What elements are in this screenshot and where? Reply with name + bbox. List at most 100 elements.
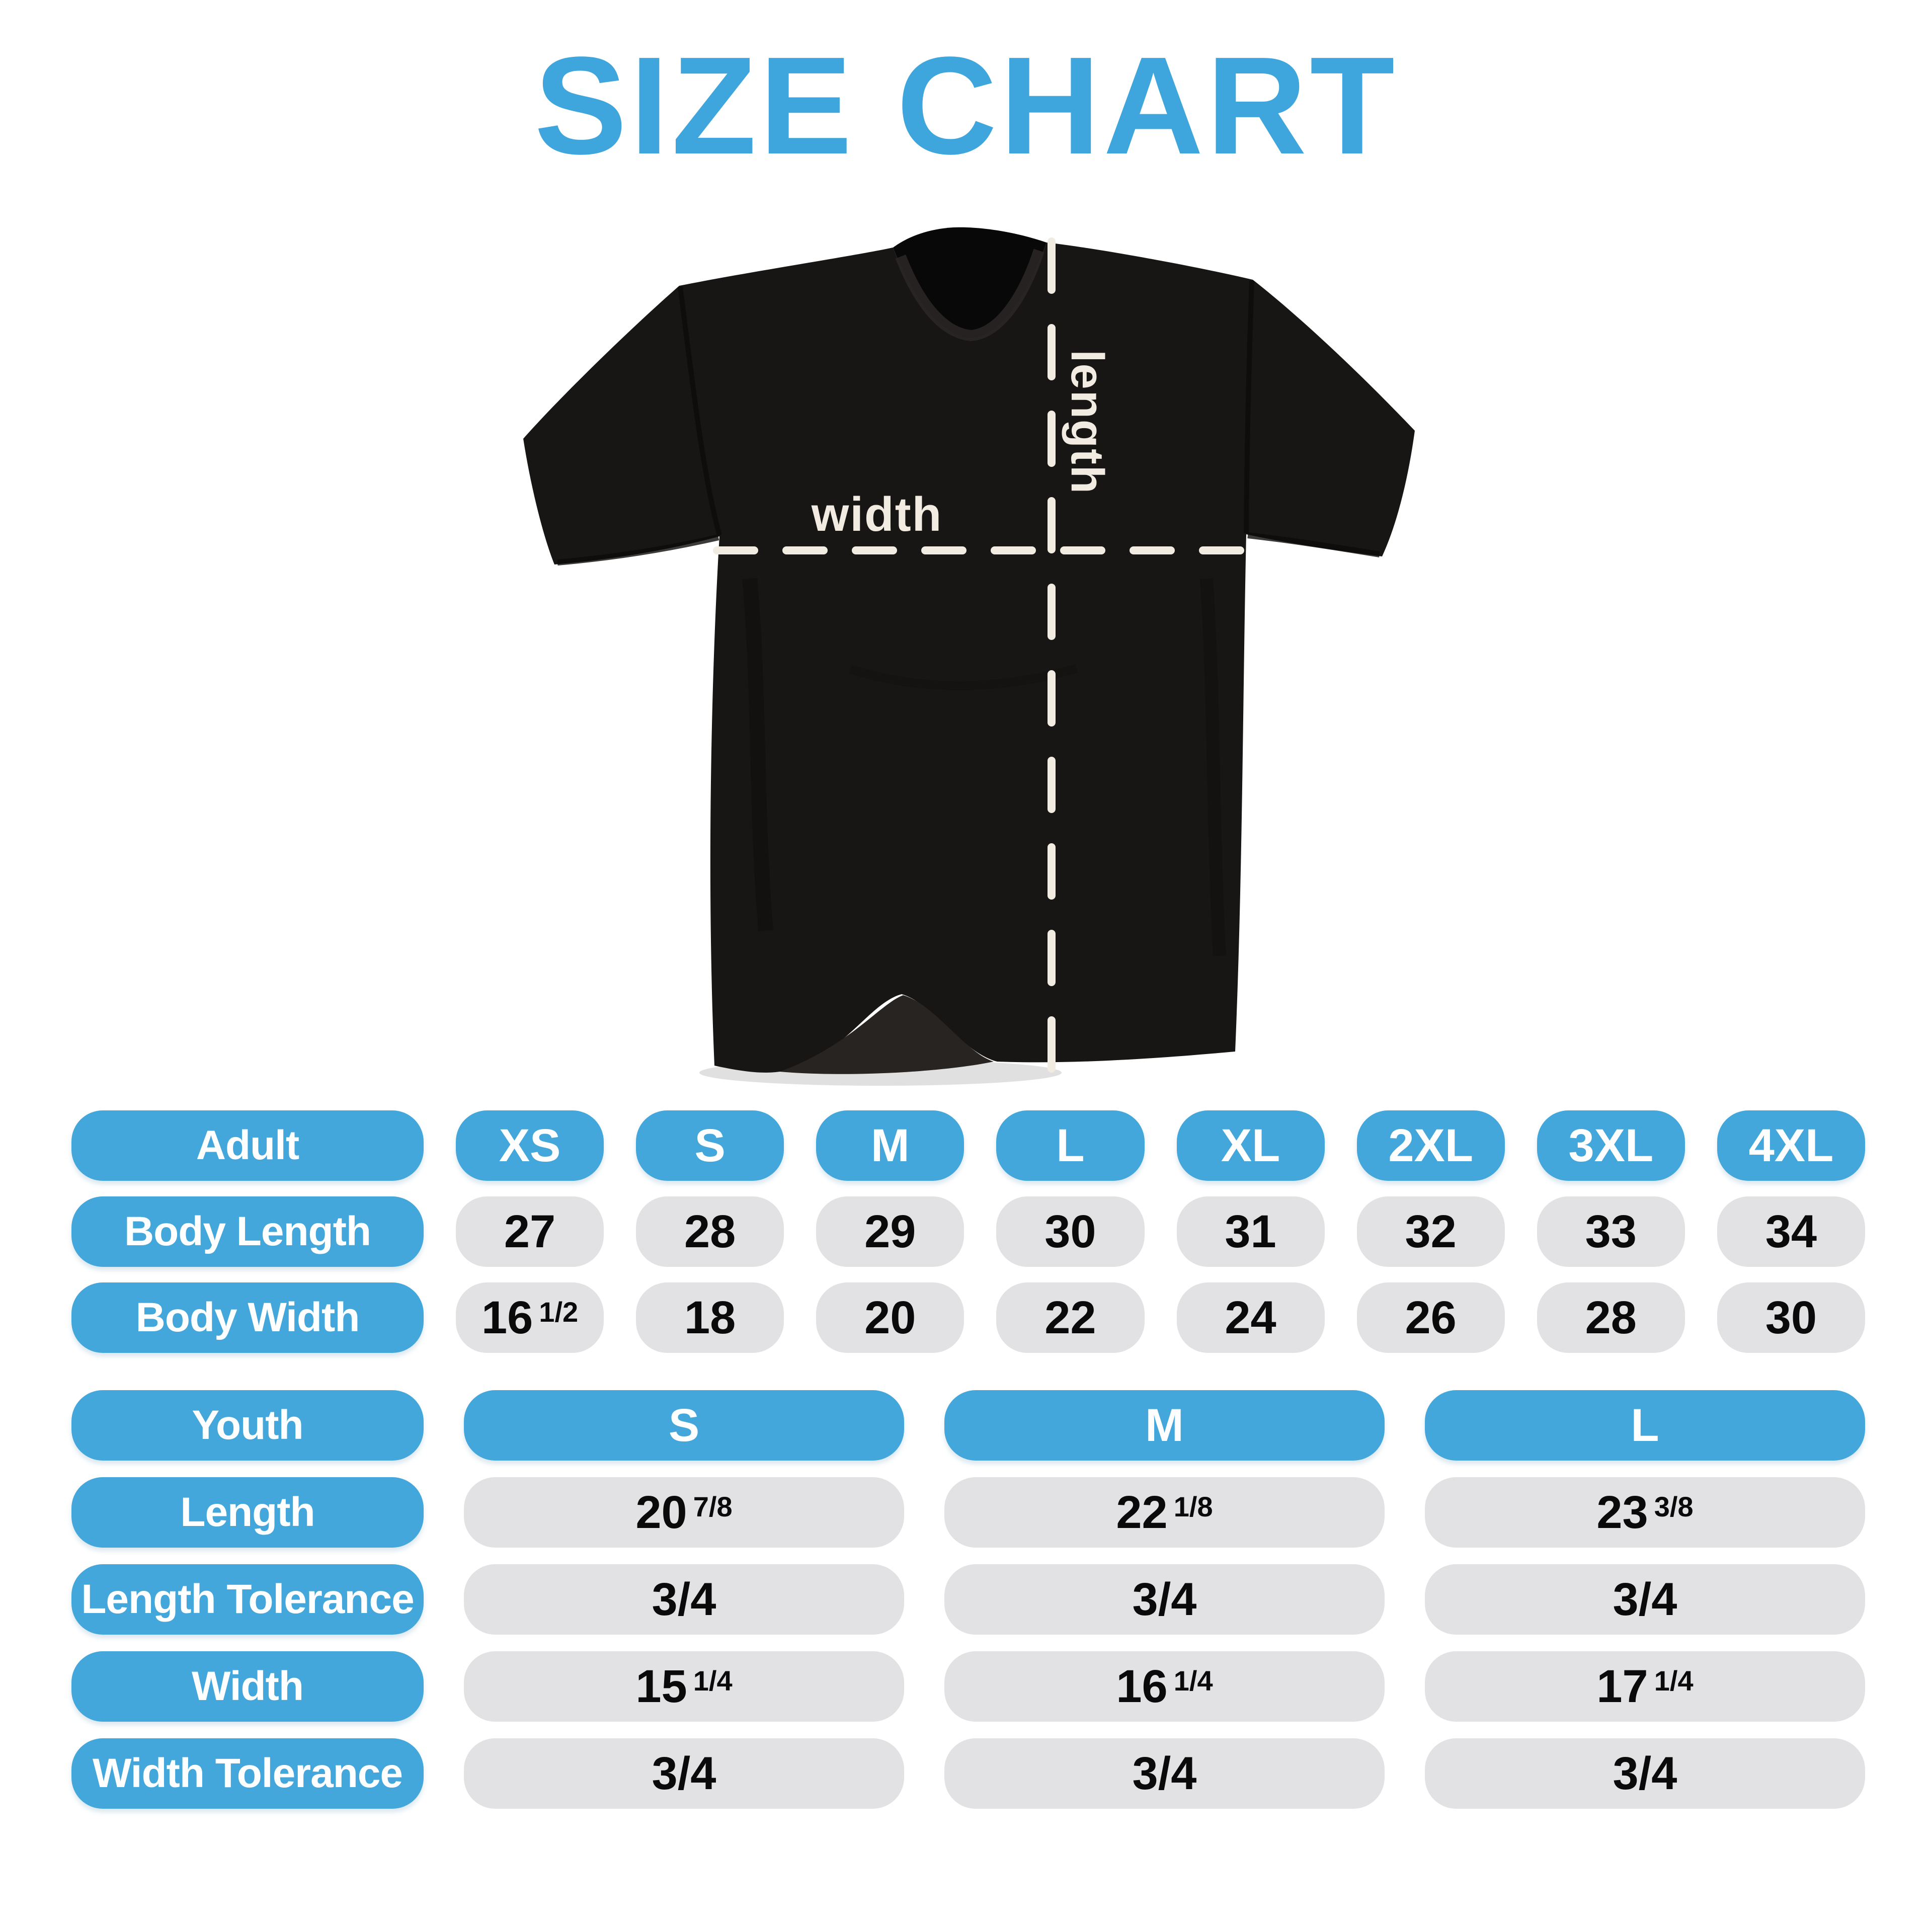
youth-width-tolerance-label: Width Tolerance [71, 1738, 424, 1809]
adult-body-length-l: 30 [996, 1196, 1145, 1267]
youth-header-label: Youth [71, 1390, 424, 1461]
cell-value: 30 [1765, 1292, 1817, 1343]
cell-value: 33 [1585, 1205, 1637, 1257]
cell-value: 3/4 [652, 1573, 716, 1625]
cell-value: 3/4 [1613, 1747, 1677, 1799]
cell-frac: 1/2 [539, 1296, 579, 1328]
youth-length-row: Length 20 7/8 22 1/8 23 3/8 [71, 1477, 1865, 1548]
youth-length-tolerance-l: 3/4 [1425, 1564, 1865, 1635]
tshirt-diagram: width length [498, 216, 1434, 1102]
adult-body-width-xs: 16 1/2 [456, 1282, 604, 1353]
cell-frac: 7/8 [693, 1490, 733, 1522]
hem-fold [780, 995, 994, 1074]
cell-value: 24 [1225, 1292, 1276, 1343]
youth-width-row: Width 15 1/4 16 1/4 17 1/4 [71, 1651, 1865, 1722]
adult-size-l: L [996, 1110, 1145, 1181]
youth-width-s: 15 1/4 [464, 1651, 904, 1722]
cell-value: 20 [635, 1486, 687, 1538]
adult-body-width-l: 22 [996, 1282, 1145, 1353]
cell-value: 15 [635, 1660, 687, 1712]
wrinkle-chest [849, 664, 1078, 690]
cell-value: 26 [1405, 1292, 1457, 1343]
cell-frac: 1/4 [693, 1664, 733, 1697]
cell-value: 20 [864, 1292, 916, 1343]
adult-size-table: Adult XS S M L XL 2XL 3XL 4XL Body Lengt… [71, 1110, 1865, 1369]
cell-value: 16 [481, 1292, 533, 1343]
adult-size-3xl: 3XL [1537, 1110, 1685, 1181]
cell-value: 31 [1225, 1205, 1276, 1257]
cell-value: 22 [1044, 1292, 1096, 1343]
shirt-body [523, 243, 1415, 1073]
adult-body-width-s: 18 [636, 1282, 784, 1353]
adult-body-length-row: Body Length 27 28 29 30 31 32 33 34 [71, 1196, 1865, 1267]
adult-body-length-3xl: 33 [1537, 1196, 1685, 1267]
cell-value: 28 [1585, 1292, 1637, 1343]
youth-length-label: Length [71, 1477, 424, 1548]
wrinkle-left [742, 578, 773, 932]
youth-size-table: Youth S M L Length 20 7/8 22 1/8 23 3/8 Len… [71, 1390, 1865, 1825]
youth-length-tolerance-s: 3/4 [464, 1564, 904, 1635]
adult-body-width-row: Body Width 16 1/2 18 20 22 24 26 28 30 [71, 1282, 1865, 1353]
youth-header-row: Youth S M L [71, 1390, 1865, 1461]
youth-width-m: 16 1/4 [944, 1651, 1385, 1722]
youth-length-tolerance-m: 3/4 [944, 1564, 1385, 1635]
adult-size-xs: XS [456, 1110, 604, 1181]
cell-value: 3/4 [1132, 1747, 1197, 1799]
right-sleeve-seam [1244, 280, 1254, 534]
adult-body-length-s: 28 [636, 1196, 784, 1267]
adult-body-length-4xl: 34 [1717, 1196, 1865, 1267]
youth-width-label: Width [71, 1651, 424, 1722]
cell-value: 29 [864, 1205, 916, 1257]
width-label: width [811, 488, 943, 541]
cell-value: 17 [1596, 1660, 1648, 1712]
cell-value: 3/4 [652, 1747, 716, 1799]
adult-body-length-label: Body Length [71, 1196, 424, 1267]
left-sleeve-hem [557, 534, 719, 566]
adult-size-4xl: 4XL [1717, 1110, 1865, 1181]
adult-body-length-xs: 27 [456, 1196, 604, 1267]
adult-body-length-xl: 31 [1176, 1196, 1325, 1267]
adult-size-2xl: 2XL [1356, 1110, 1505, 1181]
youth-length-l: 23 3/8 [1425, 1477, 1865, 1548]
youth-size-l: L [1425, 1390, 1865, 1461]
cell-value: 28 [684, 1205, 736, 1257]
youth-size-m: M [944, 1390, 1385, 1461]
youth-width-l: 17 1/4 [1425, 1651, 1865, 1722]
adult-body-width-3xl: 28 [1537, 1282, 1685, 1353]
cell-value: 3/4 [1132, 1573, 1197, 1625]
adult-body-width-2xl: 26 [1356, 1282, 1505, 1353]
adult-body-width-4xl: 30 [1717, 1282, 1865, 1353]
youth-length-s: 20 7/8 [464, 1477, 904, 1548]
page-title: SIZE CHART [534, 28, 1398, 183]
cell-value: 23 [1596, 1486, 1648, 1538]
cell-value: 32 [1405, 1205, 1457, 1257]
youth-length-tolerance-row: Length Tolerance 3/4 3/4 3/4 [71, 1564, 1865, 1635]
wrinkle-right [1200, 578, 1226, 956]
adult-header-row: Adult XS S M L XL 2XL 3XL 4XL [71, 1110, 1865, 1181]
adult-size-m: M [816, 1110, 964, 1181]
cell-frac: 3/8 [1654, 1490, 1694, 1522]
cell-value: 18 [684, 1292, 736, 1343]
collar-seam [895, 249, 1044, 342]
youth-width-tolerance-s: 3/4 [464, 1738, 904, 1809]
youth-width-tolerance-row: Width Tolerance 3/4 3/4 3/4 [71, 1738, 1865, 1809]
length-label: length [1062, 350, 1113, 495]
youth-width-tolerance-m: 3/4 [944, 1738, 1385, 1809]
adult-body-width-m: 20 [816, 1282, 964, 1353]
cell-frac: 1/4 [1173, 1664, 1213, 1697]
adult-body-length-m: 29 [816, 1196, 964, 1267]
cell-value: 16 [1116, 1660, 1168, 1712]
youth-width-tolerance-l: 3/4 [1425, 1738, 1865, 1809]
tshirt-illustration: width length [523, 227, 1415, 1086]
adult-size-s: S [636, 1110, 784, 1181]
adult-size-xl: XL [1176, 1110, 1325, 1181]
cell-frac: 1/8 [1173, 1490, 1213, 1522]
left-sleeve-seam [678, 286, 722, 536]
cell-value: 34 [1765, 1205, 1817, 1257]
cell-frac: 1/4 [1654, 1664, 1694, 1697]
youth-length-m: 22 1/8 [944, 1477, 1385, 1548]
adult-body-width-xl: 24 [1176, 1282, 1325, 1353]
youth-size-s: S [464, 1390, 904, 1461]
cell-value: 27 [504, 1205, 556, 1257]
youth-length-tolerance-label: Length Tolerance [71, 1564, 424, 1635]
